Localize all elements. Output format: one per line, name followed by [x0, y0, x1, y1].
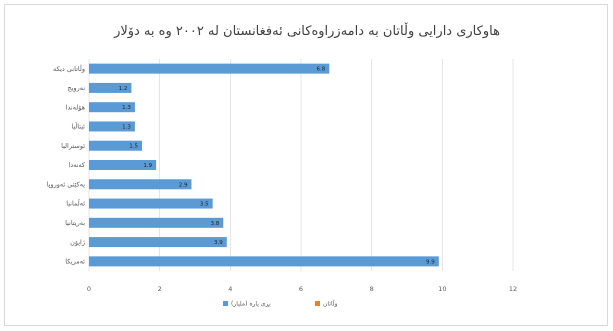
- data-label-1: 6.8: [317, 67, 326, 73]
- x-tick-0: 0: [87, 285, 91, 293]
- bar-5: [89, 140, 142, 151]
- legend-swatch-1: [223, 301, 228, 306]
- x-tick-2: 2: [158, 285, 162, 293]
- category-label-6: کەنەدا: [68, 161, 85, 169]
- category-label-10: ژاپۆن: [70, 238, 85, 246]
- x-tick-4: 4: [228, 285, 232, 293]
- data-label-4: 1.3: [122, 124, 131, 130]
- data-label-3: 1.3: [122, 105, 131, 111]
- chart-frame: هاوکاری دارایی وڵاتان بە دامەزراوەکانی ئ…: [4, 4, 608, 326]
- x-tick-labels: 0 2 4 6 8 10 12: [87, 285, 517, 293]
- bars: 6.8 1.2 1.3 1.3 1.5 1.9 2.9 3.5 3.8 3.9 9.9: [89, 63, 439, 267]
- bar-11: [89, 256, 439, 267]
- category-label-5: ئوسترالیا: [61, 142, 85, 150]
- chart-title: هاوکاری دارایی وڵاتان بە دامەزراوەکانی ئ…: [113, 22, 500, 39]
- legend: بڕی پارە (ملیار) وڵاتان: [223, 300, 338, 308]
- bar-4: [89, 121, 135, 132]
- category-labels: وڵاتانی دیکە نەرویج هۆلەندا ئیتاڵیا ئوسترالی…: [47, 64, 86, 266]
- category-label-8: ئەڵمانیا: [66, 199, 85, 208]
- data-label-11: 9.9: [426, 259, 435, 265]
- category-label-11: ئەمریکا: [65, 258, 85, 266]
- bar-chart: هاوکاری دارایی وڵاتان بە دامەزراوەکانی ئ…: [47, 22, 517, 308]
- bar-2: [89, 82, 132, 93]
- x-tick-8: 8: [370, 285, 374, 293]
- category-label-9: بەریتانیا: [65, 219, 85, 227]
- data-label-6: 1.9: [143, 163, 152, 169]
- bar-9: [89, 217, 224, 228]
- bar-8: [89, 198, 213, 209]
- legend-swatch-2: [315, 301, 320, 306]
- category-label-2: نەرویج: [67, 84, 85, 92]
- data-label-2: 1.2: [119, 86, 128, 92]
- gridlines: [88, 59, 514, 271]
- data-label-9: 3.8: [211, 221, 220, 227]
- legend-label-2: وڵاتان: [323, 300, 338, 308]
- bar-7: [89, 179, 192, 190]
- category-label-4: ئیتاڵیا: [71, 122, 85, 131]
- category-label-1: وڵاتانی دیکە: [53, 64, 85, 73]
- legend-label-1: بڕی پارە (ملیار): [231, 301, 271, 308]
- category-label-3: هۆلەندا: [66, 103, 86, 111]
- category-label-7: یەکێتی ئەوروپا: [47, 180, 85, 188]
- data-label-5: 1.5: [129, 144, 138, 150]
- bar-1: [89, 63, 330, 74]
- bar-3: [89, 102, 135, 113]
- data-label-8: 3.5: [200, 202, 209, 208]
- bar-6: [89, 159, 157, 171]
- x-tick-12: 12: [509, 285, 517, 293]
- x-tick-10: 10: [438, 285, 446, 293]
- data-label-10: 3.9: [214, 240, 223, 246]
- bar-10: [89, 237, 227, 248]
- data-label-7: 2.9: [179, 182, 188, 188]
- x-tick-6: 6: [299, 285, 303, 293]
